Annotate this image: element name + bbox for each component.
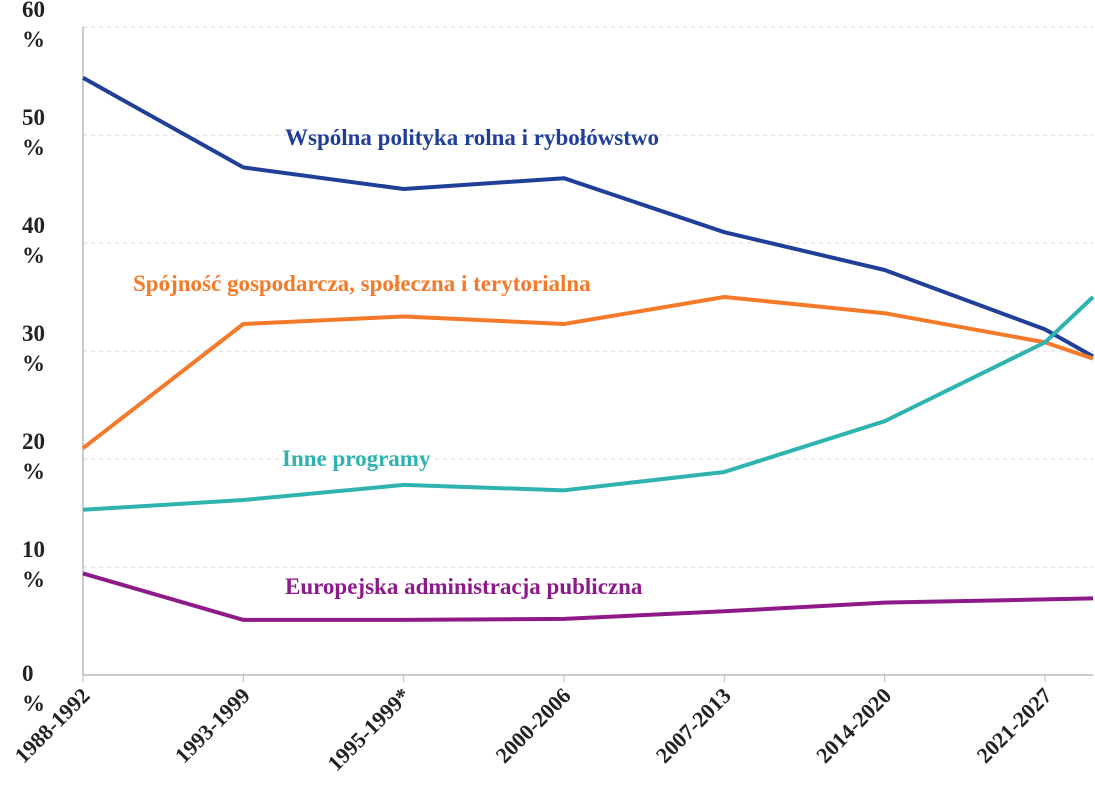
series-label: Spójność gospodarcza, społeczna i teryto… [133,271,591,296]
y-tick-label: 50 % [22,105,45,160]
series-line [82,295,1095,512]
y-tick-label: 0 % [22,661,45,716]
series-label: Europejska administracja publiczna [285,574,643,599]
y-tick-label: 60 % [22,0,45,52]
x-tick-label: 2014-2020 [811,683,896,768]
x-tick-label: 2000-2006 [490,683,575,768]
x-tick-label: 1995-1999* [322,683,415,776]
x-tick-label: 2021-2027 [971,683,1056,768]
series-label: Inne programy [282,446,431,471]
series-line [82,76,1094,359]
x-tick-label: 1993-1999 [170,683,255,768]
y-tick-label: 30 % [22,321,45,376]
y-tick-label: 10 % [22,537,45,592]
series-line [81,295,1094,450]
y-tick-label: 40 % [22,213,45,268]
y-tick-label: 20 % [22,429,45,484]
series-line [82,571,1094,622]
x-tick-label: 2007-2013 [651,683,736,768]
series-label: Wspólna polityka rolna i rybołówstwo [285,125,659,150]
